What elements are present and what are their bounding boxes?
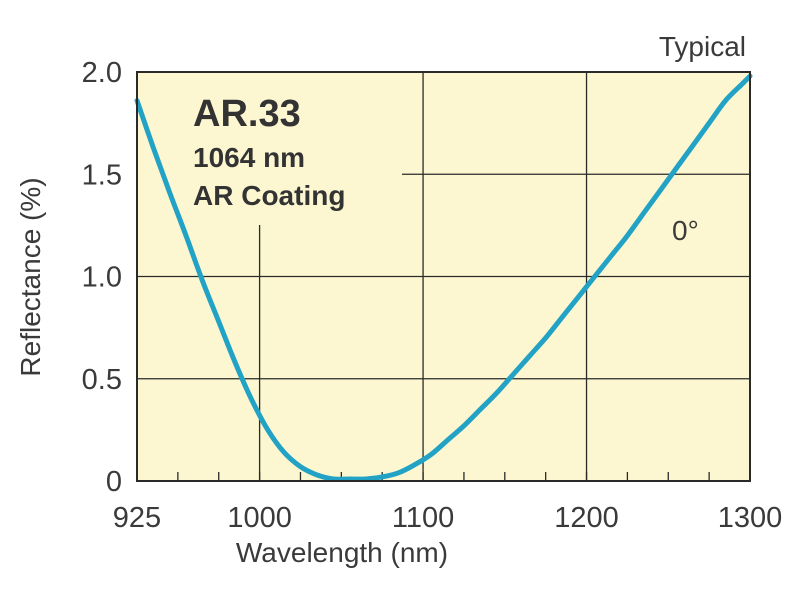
y-tick-label: 1.5	[82, 159, 122, 191]
chart-title: AR.33	[193, 93, 301, 135]
y-tick-label: 0	[106, 466, 122, 498]
typical-note: Typical	[659, 31, 746, 62]
x-tick-label: 1100	[392, 502, 454, 534]
x-tick-labels: 925 1000 1100 1200 1300	[113, 502, 782, 534]
chart-subtitle-line-1: 1064 nm	[193, 142, 305, 173]
chart-subtitle-line-2: AR Coating	[193, 180, 345, 211]
x-axis-title: Wavelength (nm)	[236, 537, 448, 568]
series-line-0deg	[134, 73, 753, 482]
plot-frame	[136, 71, 751, 482]
x-tick-label: 925	[113, 502, 161, 534]
grid-lines	[137, 72, 750, 481]
series-label-0deg: 0°	[672, 215, 699, 246]
y-tick-labels: 0 0.5 1.0 1.5 2.0	[82, 57, 122, 498]
y-tick-label: 1.0	[82, 262, 122, 294]
x-tick-label: 1200	[554, 502, 619, 534]
x-tick-label: 1300	[718, 502, 783, 534]
y-axis-title: Reflectance (%)	[15, 177, 46, 376]
y-tick-label: 0.5	[82, 364, 122, 396]
y-tick-label: 2.0	[82, 57, 122, 89]
x-tick-label: 1000	[227, 502, 292, 534]
